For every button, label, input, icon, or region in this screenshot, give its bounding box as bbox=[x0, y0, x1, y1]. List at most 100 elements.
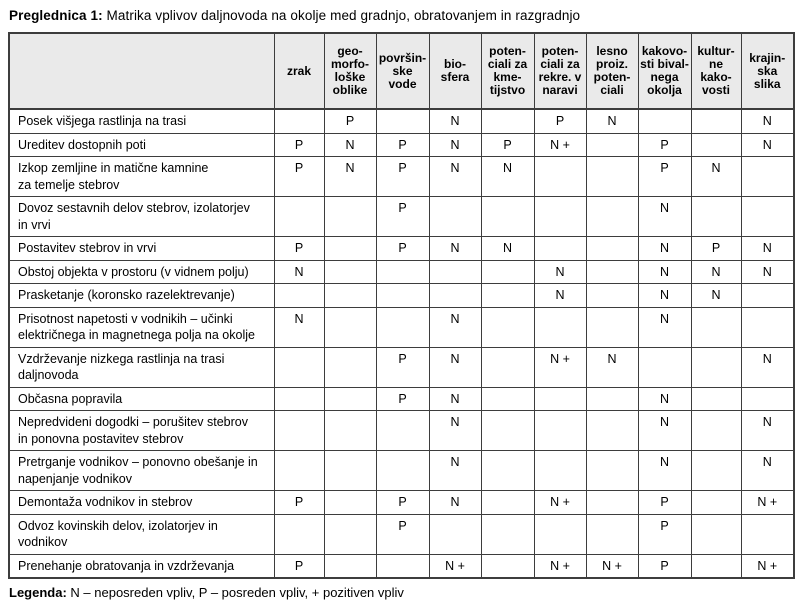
matrix-cell bbox=[585, 236, 639, 261]
matrix-cell bbox=[375, 108, 430, 134]
matrix-cell: N bbox=[637, 386, 692, 411]
matrix-cell: N bbox=[740, 450, 795, 491]
matrix-cell bbox=[273, 513, 325, 555]
matrix-cell bbox=[690, 108, 742, 134]
matrix-cell: N bbox=[637, 306, 692, 348]
matrix-cell: N bbox=[533, 283, 587, 308]
matrix-body: Posek višjega rastlinja na trasi P N P N N Ure… bbox=[8, 108, 795, 579]
matrix-cell: N bbox=[428, 156, 482, 197]
matrix-cell bbox=[375, 259, 430, 284]
matrix-cell: P bbox=[637, 513, 692, 555]
row-label: Občasna popravila bbox=[8, 386, 275, 411]
matrix-cell bbox=[585, 386, 639, 411]
matrix-cell: N bbox=[637, 236, 692, 261]
matrix-cell bbox=[273, 108, 325, 134]
matrix-cell: N bbox=[428, 450, 482, 491]
matrix-cell: N bbox=[690, 156, 742, 197]
matrix-cell bbox=[428, 513, 482, 555]
matrix-cell: P bbox=[273, 553, 325, 579]
column-header-8: kultur- ne kako- vosti bbox=[690, 32, 742, 110]
table-row-5: Obstoj objekta v prostoru (v vidnem polj… bbox=[8, 259, 795, 284]
column-header-5: poten- ciali za rekre. v naravi bbox=[533, 32, 587, 110]
matrix-cell: N bbox=[428, 236, 482, 261]
legend-title: Legenda: bbox=[9, 585, 67, 600]
matrix-cell bbox=[480, 108, 535, 134]
matrix-cell bbox=[480, 259, 535, 284]
impact-matrix-table: zrak geo- morfo- loške oblike površin- ske… bbox=[8, 32, 795, 579]
matrix-cell: N bbox=[740, 108, 795, 134]
matrix-cell bbox=[533, 450, 587, 491]
matrix-cell: N bbox=[637, 259, 692, 284]
matrix-cell: N bbox=[690, 283, 742, 308]
matrix-cell bbox=[323, 490, 377, 515]
matrix-cell bbox=[585, 196, 639, 237]
matrix-cell bbox=[375, 283, 430, 308]
matrix-cell: N bbox=[585, 108, 639, 134]
row-label: Demontaža vodnikov in stebrov bbox=[8, 490, 275, 515]
matrix-cell: N + bbox=[740, 490, 795, 515]
row-label: Prasketanje (koronsko razelektrevanje) bbox=[8, 283, 275, 308]
legend-text: N – neposreden vpliv, P – posreden vpliv… bbox=[66, 585, 404, 600]
matrix-cell: P bbox=[273, 132, 325, 157]
matrix-cell: N bbox=[533, 259, 587, 284]
matrix-cell: N bbox=[585, 346, 639, 388]
table-row-10: Nepredvideni dogodki – porušitev stebrov… bbox=[8, 410, 795, 451]
matrix-cell: P bbox=[637, 132, 692, 157]
matrix-cell bbox=[585, 132, 639, 157]
matrix-cell: P bbox=[375, 156, 430, 197]
matrix-cell: N bbox=[740, 410, 795, 451]
row-label: Odvoz kovinskih delov, izolatorjev in vo… bbox=[8, 513, 275, 555]
matrix-cell: P bbox=[375, 346, 430, 388]
matrix-cell: P bbox=[637, 553, 692, 579]
matrix-cell: N bbox=[480, 156, 535, 197]
matrix-cell: N + bbox=[533, 132, 587, 157]
matrix-cell: P bbox=[637, 490, 692, 515]
matrix-cell bbox=[690, 513, 742, 555]
table-row-9: Občasna popravila P N N bbox=[8, 386, 795, 411]
row-label: Nepredvideni dogodki – porušitev stebrov… bbox=[8, 410, 275, 451]
matrix-cell: N bbox=[323, 132, 377, 157]
matrix-cell bbox=[533, 196, 587, 237]
matrix-cell bbox=[480, 490, 535, 515]
table-caption-number: Preglednica 1: bbox=[9, 8, 103, 23]
matrix-cell: N + bbox=[533, 553, 587, 579]
column-header-3: bio- sfera bbox=[428, 32, 482, 110]
corner-header-cell bbox=[8, 32, 275, 110]
table-caption-text: Matrika vplivov daljnovoda na okolje med… bbox=[102, 8, 581, 23]
matrix-cell: P bbox=[375, 490, 430, 515]
table-row-0: Posek višjega rastlinja na trasi P N P N N bbox=[8, 108, 795, 134]
row-label: Posek višjega rastlinja na trasi bbox=[8, 108, 275, 134]
column-header-7: kakovo- sti bival- nega okolja bbox=[637, 32, 692, 110]
document-page: Preglednica 1: Matrika vplivov daljnovod… bbox=[8, 8, 795, 600]
matrix-cell: N bbox=[740, 236, 795, 261]
matrix-cell bbox=[480, 196, 535, 237]
matrix-cell: P bbox=[480, 132, 535, 157]
matrix-cell bbox=[480, 283, 535, 308]
matrix-cell bbox=[740, 196, 795, 237]
table-row-13: Odvoz kovinskih delov, izolatorjev in vo… bbox=[8, 513, 795, 555]
table-row-14: Prenehanje obratovanja in vzdrževanja P N … bbox=[8, 553, 795, 579]
matrix-cell bbox=[585, 410, 639, 451]
matrix-cell: P bbox=[375, 236, 430, 261]
matrix-cell bbox=[585, 259, 639, 284]
matrix-cell bbox=[533, 156, 587, 197]
matrix-cell: N bbox=[273, 306, 325, 348]
matrix-cell bbox=[585, 156, 639, 197]
table-row-7: Prisotnost napetosti v vodnikih – učinki… bbox=[8, 306, 795, 348]
matrix-cell bbox=[273, 410, 325, 451]
row-label: Prisotnost napetosti v vodnikih – učinki… bbox=[8, 306, 275, 348]
matrix-cell bbox=[480, 346, 535, 388]
matrix-cell bbox=[375, 410, 430, 451]
matrix-cell: N bbox=[428, 346, 482, 388]
matrix-cell bbox=[533, 236, 587, 261]
matrix-cell bbox=[690, 490, 742, 515]
matrix-cell bbox=[740, 156, 795, 197]
matrix-cell bbox=[585, 513, 639, 555]
matrix-cell: P bbox=[273, 490, 325, 515]
matrix-cell bbox=[585, 283, 639, 308]
matrix-cell: N + bbox=[740, 553, 795, 579]
matrix-cell bbox=[273, 346, 325, 388]
table-row-11: Pretrganje vodnikov – ponovno obešanje i… bbox=[8, 450, 795, 491]
matrix-cell: N bbox=[273, 259, 325, 284]
matrix-cell bbox=[690, 196, 742, 237]
